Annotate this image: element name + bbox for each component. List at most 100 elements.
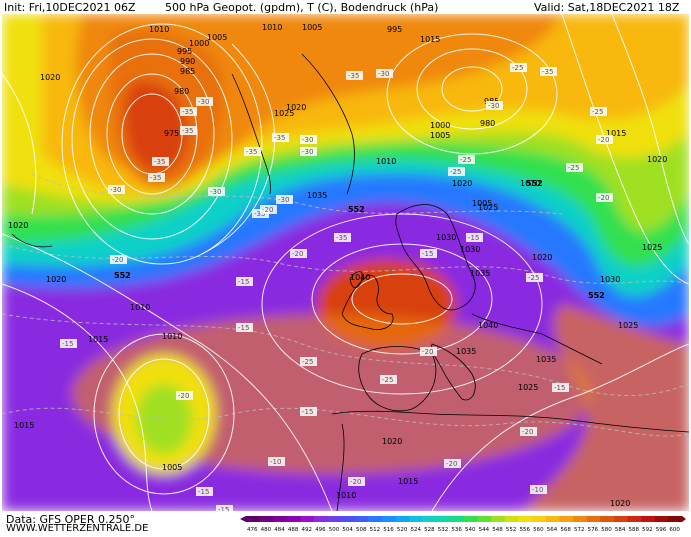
temperature-label: -35 bbox=[336, 234, 347, 242]
scale-swatch bbox=[600, 516, 615, 522]
scale-arrow-right bbox=[682, 516, 686, 522]
scale-tick-label: 484 bbox=[274, 527, 285, 533]
temperature-label: -30 bbox=[302, 148, 313, 156]
pressure-label: 1030 bbox=[460, 245, 480, 254]
isobar-line bbox=[118, 358, 210, 470]
scale-tick-label: 512 bbox=[370, 527, 381, 533]
temperature-label-bg bbox=[458, 155, 475, 164]
temperature-label: -30 bbox=[210, 188, 221, 196]
temperature-label-bg bbox=[180, 126, 197, 135]
pressure-label: 1010 bbox=[262, 23, 282, 32]
pressure-label: 1010 bbox=[162, 332, 182, 341]
scale-tick-label: 500 bbox=[329, 527, 340, 533]
temperature-label-bg bbox=[420, 347, 437, 356]
temperature-label: -35 bbox=[348, 72, 359, 80]
temperature-label-bg bbox=[526, 273, 543, 282]
scale-swatch bbox=[355, 516, 369, 522]
isobar-line bbox=[93, 333, 235, 495]
temperature-label: -15 bbox=[218, 506, 229, 511]
chart-title: 500 hPa Geopot. (gpdm), T (C), Bodendruc… bbox=[165, 1, 439, 14]
scale-swatch bbox=[627, 516, 642, 522]
temperature-label-bg bbox=[196, 97, 213, 106]
temperature-label-bg bbox=[380, 375, 397, 384]
pressure-label: 1010 bbox=[520, 179, 540, 188]
temperature-label-bg bbox=[376, 69, 393, 78]
coastline bbox=[341, 274, 394, 331]
temperature-label-bg bbox=[346, 71, 363, 80]
temperature-label: -20 bbox=[262, 206, 273, 214]
scale-tick-label: 520 bbox=[397, 527, 408, 533]
scale-tick-label: 540 bbox=[465, 527, 476, 533]
temperature-label-bg bbox=[244, 147, 261, 156]
scale-swatch bbox=[464, 516, 478, 522]
pressure-label: 975 bbox=[164, 129, 179, 138]
coastline bbox=[11, 233, 53, 248]
temperature-label: -15 bbox=[238, 324, 249, 332]
temperature-label: -15 bbox=[468, 234, 479, 242]
pressure-label: 1005 bbox=[430, 131, 450, 140]
pressure-label: 1020 bbox=[382, 437, 402, 446]
pressure-label: 1020 bbox=[40, 73, 60, 82]
temperature-label: -30 bbox=[378, 70, 389, 78]
temperature-label-bg bbox=[108, 185, 125, 194]
temperature-label-bg bbox=[272, 133, 289, 142]
scale-swatch bbox=[491, 516, 506, 522]
pressure-label: 1020 bbox=[46, 275, 66, 284]
pressure-label: 1025 bbox=[642, 243, 662, 252]
scale-tick-label: 600 bbox=[669, 527, 680, 533]
pressure-label: 1040 bbox=[350, 273, 370, 282]
temperature-label: -30 bbox=[198, 98, 209, 106]
scale-swatch bbox=[477, 516, 492, 522]
scale-swatch bbox=[327, 516, 342, 522]
temperature-line bbox=[31, 173, 563, 215]
temperature-label: -35 bbox=[154, 158, 165, 166]
scale-tick-label: 556 bbox=[520, 527, 531, 533]
temperature-label-bg bbox=[510, 63, 527, 72]
temperature-label-bg bbox=[420, 249, 437, 258]
temperature-label-bg bbox=[148, 173, 165, 182]
temperature-label: -20 bbox=[350, 478, 361, 486]
temperature-label: -35 bbox=[150, 174, 161, 182]
isobar-line bbox=[89, 53, 215, 215]
scale-tick-label: 568 bbox=[560, 527, 571, 533]
pressure-label: 1020 bbox=[610, 499, 630, 508]
temperature-label: -25 bbox=[450, 168, 461, 176]
scale-tick-label: 548 bbox=[492, 527, 503, 533]
scale-tick-label: 544 bbox=[479, 527, 490, 533]
pressure-label: 1035 bbox=[536, 355, 556, 364]
scale-tick-label: 508 bbox=[356, 527, 367, 533]
temperature-label: -20 bbox=[446, 460, 457, 468]
temperature-label-bg bbox=[176, 391, 193, 400]
isobar-line bbox=[2, 73, 37, 215]
height-label: 552 bbox=[526, 179, 543, 188]
scale-swatch bbox=[273, 516, 288, 522]
isobar-line bbox=[201, 43, 276, 255]
isobar-line bbox=[2, 283, 153, 511]
pressure-label: 995 bbox=[177, 47, 192, 56]
scale-swatch bbox=[668, 516, 683, 522]
height-label: 552 bbox=[348, 205, 365, 214]
scale-swatch bbox=[368, 516, 383, 522]
pressure-label: 1005 bbox=[207, 33, 227, 42]
temperature-label-bg bbox=[520, 427, 537, 436]
temperature-label-bg bbox=[300, 407, 317, 416]
temperature-label-bg bbox=[444, 459, 461, 468]
isobar-line bbox=[611, 14, 689, 245]
temperature-label-bg bbox=[486, 101, 503, 110]
temperature-label-bg bbox=[566, 163, 583, 172]
scale-tick-label: 516 bbox=[383, 527, 394, 533]
isobar-line bbox=[2, 233, 333, 511]
temperature-label-bg bbox=[276, 195, 293, 204]
temperature-label-bg bbox=[60, 339, 77, 348]
scale-swatch bbox=[409, 516, 424, 522]
height-label: 552 bbox=[588, 291, 605, 300]
temperature-label: -35 bbox=[254, 210, 265, 218]
pressure-label: 1025 bbox=[478, 203, 498, 212]
coastline bbox=[349, 271, 363, 289]
pressure-label: 1015 bbox=[606, 129, 626, 138]
southeast-warm bbox=[522, 304, 689, 511]
scale-tick-label: 528 bbox=[424, 527, 435, 533]
scale-swatch bbox=[382, 516, 397, 522]
temperature-line bbox=[2, 243, 689, 285]
coastline bbox=[431, 343, 476, 401]
